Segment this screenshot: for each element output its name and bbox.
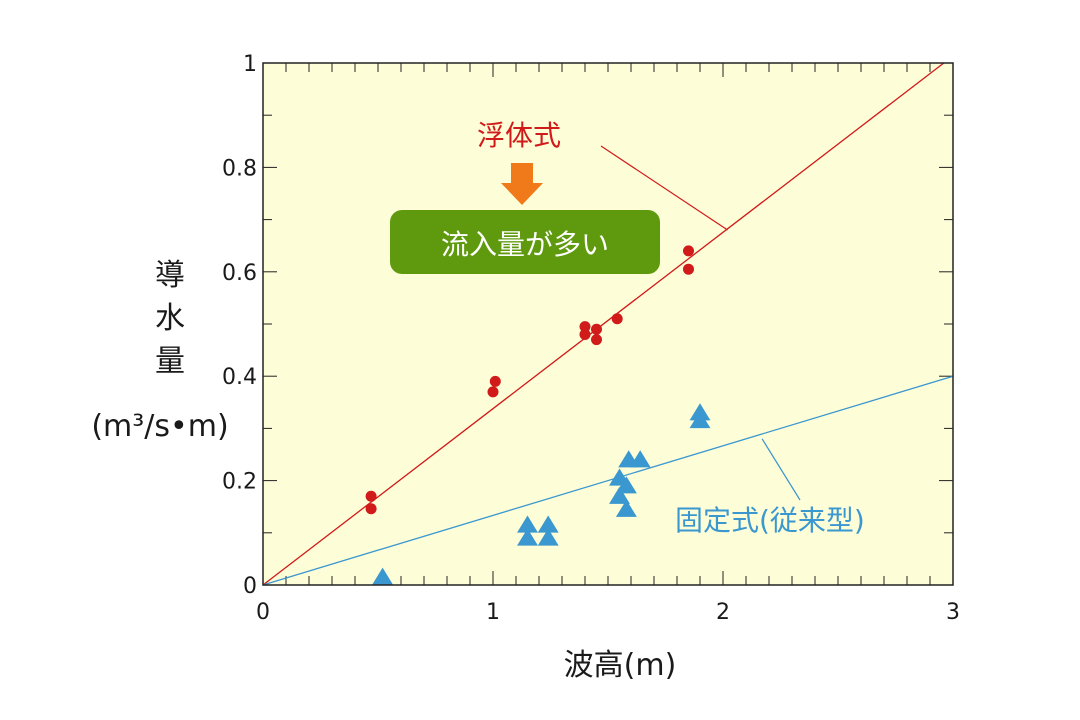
y-tick-label: 0.2 xyxy=(222,470,257,495)
x-axis-title: 波高(m) xyxy=(564,648,677,683)
fixed-data-point xyxy=(615,499,637,517)
y-axis-unit: (m³/s•m) xyxy=(91,409,228,444)
y-tick-label: 0.8 xyxy=(222,156,257,181)
x-tick-label: 3 xyxy=(946,600,960,625)
fixed-data-point xyxy=(615,476,637,494)
floating-leader-line xyxy=(600,145,728,231)
fixed-data-point xyxy=(537,515,559,533)
floating-data-point xyxy=(487,386,499,398)
floating-data-point xyxy=(579,328,591,340)
axis-ticks: 0 1 2 3 0 0.2 0.4 0.6 0.8 1 xyxy=(222,52,960,625)
callout-text: 流入量が多い xyxy=(441,228,609,261)
y-axis-title-1: 導 xyxy=(155,258,185,293)
fixed-data-point xyxy=(517,515,538,533)
trend-lines xyxy=(262,62,954,586)
floating-series-label: 浮体式 xyxy=(477,119,561,152)
fixed-data-point xyxy=(629,450,651,468)
plot-frame xyxy=(262,62,954,586)
axis-labels: 波高(m) 導 水 量 (m³/s•m) xyxy=(91,258,676,683)
y-axis-title-3: 量 xyxy=(155,344,185,379)
data-points xyxy=(365,245,711,585)
floating-data-point xyxy=(579,321,591,333)
y-tick-label: 1 xyxy=(243,52,257,77)
x-tick-label: 1 xyxy=(486,600,500,625)
trend-line xyxy=(262,375,954,586)
trend-line xyxy=(262,62,945,586)
annotations: 浮体式 固定式(従来型) 流入量が多い xyxy=(390,119,865,537)
y-tick-label: 0 xyxy=(243,574,257,599)
floating-data-point xyxy=(591,334,602,346)
floating-data-point xyxy=(591,323,602,335)
x-tick-label: 2 xyxy=(716,600,730,625)
floating-data-point xyxy=(611,313,623,325)
y-tick-label: 0.4 xyxy=(222,365,257,390)
floating-data-point xyxy=(365,490,377,502)
fixed-data-point xyxy=(372,567,394,585)
floating-data-point xyxy=(489,375,501,387)
arrow-down-icon xyxy=(501,163,543,205)
y-tick-label: 0.6 xyxy=(222,261,257,286)
fixed-data-point xyxy=(609,486,630,504)
fixed-data-point xyxy=(689,411,711,429)
fixed-series-label: 固定式(従来型) xyxy=(675,504,865,537)
x-tick-label: 0 xyxy=(256,600,270,625)
floating-data-point xyxy=(683,245,694,257)
callout-box xyxy=(390,210,660,274)
fixed-data-point xyxy=(537,528,559,546)
fixed-leader-line xyxy=(761,438,801,501)
y-axis-title-2: 水 xyxy=(155,301,185,336)
floating-data-point xyxy=(365,503,377,515)
fixed-data-point xyxy=(517,528,538,546)
floating-data-point xyxy=(683,263,694,275)
